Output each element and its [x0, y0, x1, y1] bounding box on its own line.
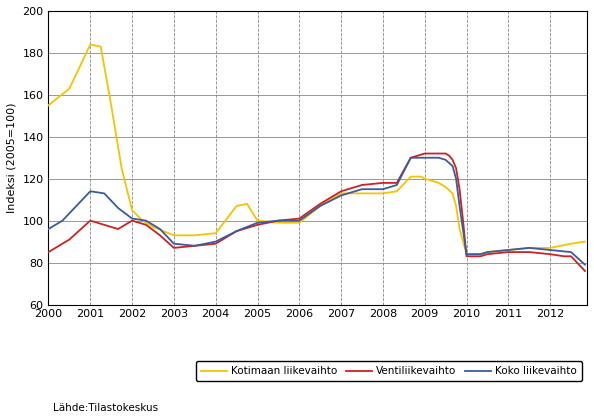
Kotimaan liikevaihto [306, 212, 313, 217]
Kotimaan liikevaihto [582, 239, 589, 244]
Y-axis label: Indeksi (2005=100): Indeksi (2005=100) [7, 103, 17, 213]
Ventiliikevaihto [45, 250, 52, 255]
Line: Ventiliikevaihto: Ventiliikevaihto [49, 153, 585, 271]
Koko liikevaihto [567, 250, 574, 255]
Koko liikevaihto [533, 246, 540, 251]
Ventiliikevaihto [303, 211, 310, 216]
Ventiliikevaihto [498, 250, 505, 255]
Ventiliikevaihto [418, 152, 425, 157]
Koko liikevaihto [45, 226, 52, 231]
Koko liikevaihto [526, 245, 533, 250]
Kotimaan liikevaihto [536, 245, 544, 250]
Line: Kotimaan liikevaihto: Kotimaan liikevaihto [49, 45, 585, 254]
Kotimaan liikevaihto [529, 245, 536, 250]
Line: Koko liikevaihto: Koko liikevaihto [49, 158, 585, 265]
Koko liikevaihto [582, 262, 589, 267]
Koko liikevaihto [421, 155, 428, 160]
Kotimaan liikevaihto [571, 241, 578, 246]
Text: Lähde:Tilastokeskus: Lähde:Tilastokeskus [53, 403, 159, 413]
Kotimaan liikevaihto [463, 252, 470, 257]
Ventiliikevaihto [567, 254, 574, 259]
Ventiliikevaihto [582, 269, 589, 274]
Kotimaan liikevaihto [421, 176, 428, 181]
Kotimaan liikevaihto [45, 103, 52, 108]
Ventiliikevaihto [533, 250, 540, 255]
Kotimaan liikevaihto [501, 248, 508, 253]
Koko liikevaihto [498, 248, 505, 253]
Koko liikevaihto [407, 155, 415, 160]
Kotimaan liikevaihto [87, 42, 94, 47]
Koko liikevaihto [303, 213, 310, 218]
Legend: Kotimaan liikevaihto, Ventiliikevaihto, Koko liikevaihto: Kotimaan liikevaihto, Ventiliikevaihto, … [196, 361, 582, 382]
Ventiliikevaihto [421, 151, 428, 156]
Ventiliikevaihto [526, 250, 533, 255]
